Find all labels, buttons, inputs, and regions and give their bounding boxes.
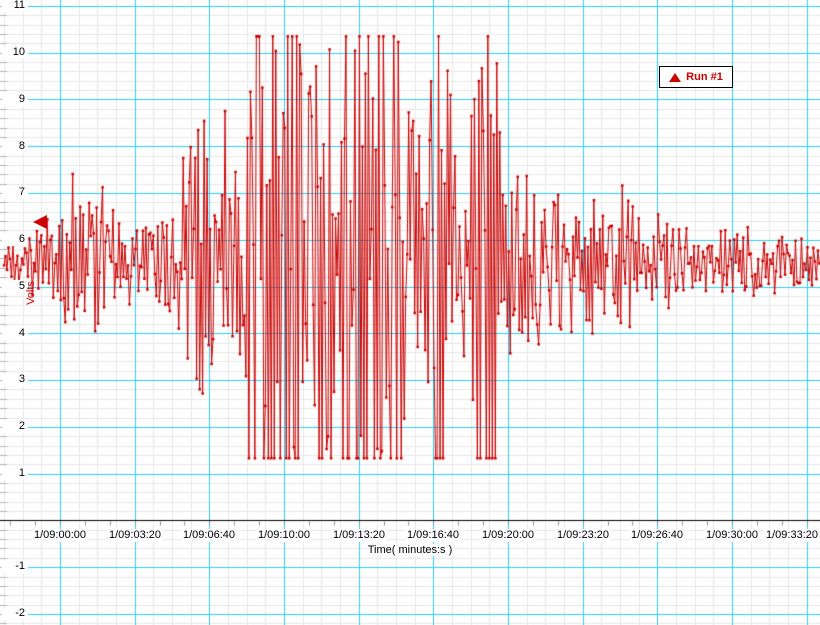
x-axis-tick-label: 1/09:30:00 [704,529,760,542]
x-axis-tick-label: 1/09:06:40 [181,529,237,542]
legend[interactable]: Run #1 [659,66,733,88]
x-axis-title: Time( minutes:s ) [367,544,453,556]
y-axis-tick-label: 6 [2,233,25,246]
y-axis-tick-label: 2 [2,420,25,433]
y-axis-tick-label: 10 [2,46,25,59]
legend-series-label: Run #1 [686,71,723,83]
y-axis-tick-label: 11 [2,0,25,12]
y-axis-tick-label: -2 [2,607,25,620]
x-axis-tick-label: 1/09:10:00 [256,529,312,542]
y-axis-tick-label: 9 [2,93,25,106]
y-axis-tick-label: 8 [2,140,25,153]
signal-level-cursor-icon[interactable] [33,215,47,229]
x-axis-tick-label: 1/09:26:40 [629,529,685,542]
x-axis-tick-label: 1/09:16:40 [405,529,461,542]
y-axis-tick-label: 7 [2,186,25,199]
y-axis-tick-label: -1 [2,560,25,573]
y-axis-tick-label: 3 [2,373,25,386]
y-axis-tick-label: 4 [2,327,25,340]
x-axis-tick-label: 1/09:20:00 [480,529,536,542]
x-axis-tick-label: 1/09:33:20 [764,529,820,542]
x-axis-tick-label: 1/09:00:00 [32,529,88,542]
x-axis-tick-label: 1/09:13:20 [331,529,387,542]
y-axis-tick-label: 1 [2,467,25,480]
x-axis-tick-label: 1/09:23:20 [555,529,611,542]
y-axis-tick-label: 5 [2,280,25,293]
y-axis-title: Volts [25,281,37,305]
triangle-up-icon [669,72,682,82]
x-axis-tick-label: 1/09:03:20 [107,529,163,542]
